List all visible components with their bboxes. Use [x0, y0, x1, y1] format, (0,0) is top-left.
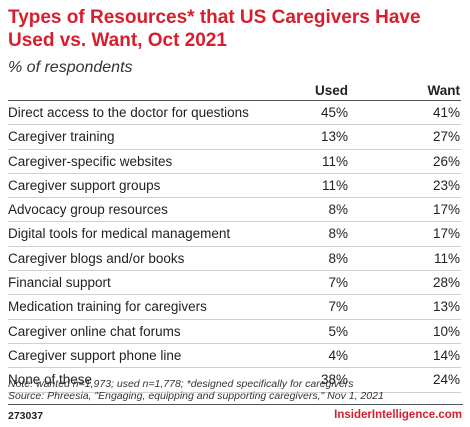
chart-title: Types of Resources* that US Caregivers H… [8, 7, 421, 51]
table-body: Direct access to the doctor for question… [8, 100, 461, 393]
table-row: Advocacy group resources 8% 17% [8, 198, 461, 223]
row-label: Caregiver support groups [8, 177, 161, 193]
row-label: Caregiver training [8, 129, 115, 145]
source-text: Source: Phreesia, "Engaging, equipping a… [8, 390, 384, 402]
want-value: 10% [432, 323, 460, 339]
want-value: 41% [432, 105, 460, 120]
row-label: Caregiver blogs and/or books [8, 250, 185, 266]
used-value: 45% [320, 105, 348, 120]
table-row: Digital tools for medical management 8% 17… [8, 222, 461, 247]
chart-notes: Note: wanted n=1,973; used n=1,778; *des… [8, 378, 463, 402]
table-row: Caregiver support groups 11% 23% [8, 174, 461, 199]
used-value: 38% [320, 372, 348, 388]
table-row: Caregiver training 13% 27% [8, 125, 461, 150]
table-row: Financial support 7% 28% [8, 271, 461, 296]
note-text: Note: wanted n=1,973; used n=1,778; *des… [8, 378, 354, 390]
used-value: 7% [328, 275, 348, 291]
column-header-used: Used [314, 83, 348, 98]
footer-divider [8, 404, 463, 405]
want-value: 13% [432, 299, 460, 315]
row-label: Digital tools for medical management [8, 226, 231, 242]
want-value: 26% [432, 153, 460, 169]
row-label: Direct access to the doctor for question… [8, 105, 249, 120]
want-value: 24% [432, 372, 460, 388]
row-label: Financial support [8, 275, 111, 291]
want-value: 28% [432, 275, 460, 291]
table-row: Direct access to the doctor for question… [8, 101, 461, 126]
table-row: Caregiver blogs and/or books 8% 11% [8, 247, 461, 272]
row-label: Caregiver support phone line [8, 347, 182, 363]
want-value: 27% [432, 129, 460, 145]
brand-logo-text: InsiderIntelligence.com [334, 409, 462, 421]
used-value: 8% [328, 226, 348, 242]
used-value: 8% [328, 250, 348, 266]
used-value: 11% [321, 177, 348, 193]
table-row: None of these 38% 24% [8, 368, 461, 393]
used-value: 4% [328, 347, 348, 363]
row-label: Medication training for caregivers [8, 299, 207, 315]
used-value: 13% [320, 129, 348, 145]
used-value: 5% [328, 323, 348, 339]
used-value: 11% [321, 153, 348, 169]
row-label: Caregiver online chat forums [8, 323, 181, 339]
table-row: Medication training for caregivers 7% 13% [8, 295, 461, 320]
want-value: 17% [432, 202, 460, 218]
want-value: 23% [432, 177, 460, 193]
row-label: Advocacy group resources [8, 202, 168, 218]
used-value: 8% [328, 202, 348, 218]
used-value: 7% [328, 299, 348, 315]
row-label: None of these [8, 372, 93, 388]
want-value: 14% [432, 347, 460, 363]
want-value: 17% [432, 226, 460, 242]
chart-subtitle: % of respondents [8, 59, 133, 76]
want-value: 11% [433, 250, 460, 266]
table-row: Caregiver online chat forums 5% 10% [8, 320, 461, 344]
chart-id: 273037 [8, 410, 44, 422]
table-row: Caregiver-specific websites 11% 26% [8, 150, 461, 174]
table-row: Caregiver support phone line 4% 14% [8, 344, 461, 369]
row-label: Caregiver-specific websites [8, 153, 173, 169]
column-header-want: Want [427, 83, 461, 98]
